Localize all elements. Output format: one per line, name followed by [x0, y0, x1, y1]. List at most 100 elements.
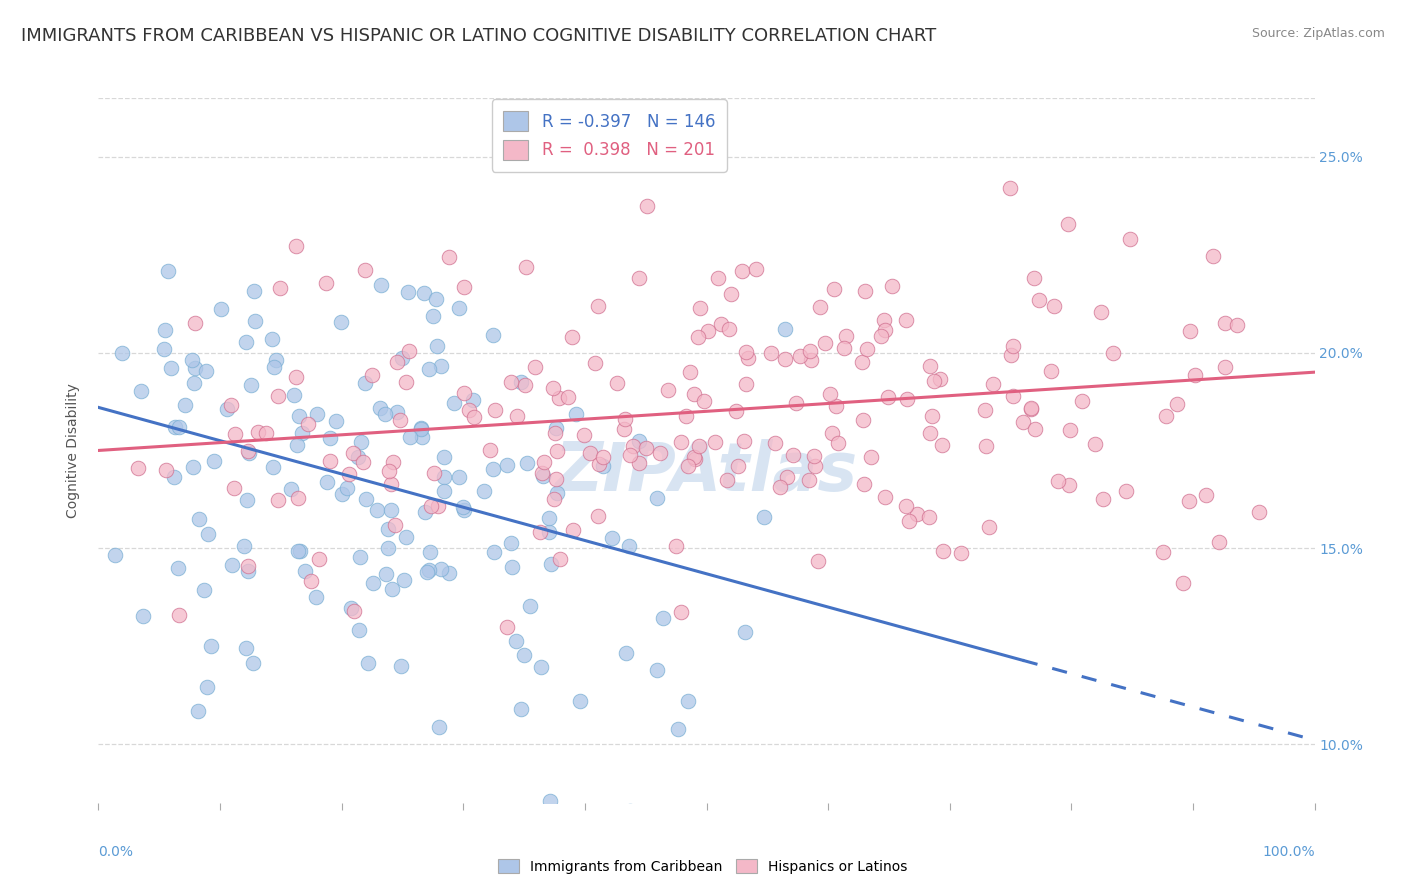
- Legend: R = -0.397   N = 146, R =  0.398   N = 201: R = -0.397 N = 146, R = 0.398 N = 201: [492, 99, 727, 172]
- Point: [287, 409, 309, 423]
- Point: [356, 491, 378, 506]
- Point: [385, 405, 408, 419]
- Point: [546, 444, 568, 458]
- Point: [835, 329, 858, 343]
- Point: [180, 352, 202, 367]
- Point: [804, 458, 827, 473]
- Point: [453, 386, 475, 401]
- Point: [236, 492, 259, 507]
- Point: [430, 359, 453, 373]
- Point: [111, 346, 134, 360]
- Point: [262, 332, 284, 346]
- Point: [332, 487, 354, 501]
- Point: [235, 334, 257, 349]
- Point: [433, 483, 456, 498]
- Point: [530, 660, 553, 674]
- Point: [745, 262, 768, 277]
- Point: [347, 450, 370, 464]
- Point: [875, 491, 897, 505]
- Point: [645, 491, 668, 505]
- Point: [163, 470, 186, 484]
- Point: [650, 446, 672, 460]
- Point: [652, 611, 675, 625]
- Point: [285, 438, 308, 452]
- Legend: Immigrants from Caribbean, Hispanics or Latinos: Immigrants from Caribbean, Hispanics or …: [491, 852, 915, 880]
- Point: [127, 460, 149, 475]
- Point: [183, 376, 205, 391]
- Point: [782, 449, 804, 463]
- Point: [184, 360, 207, 375]
- Point: [353, 376, 375, 391]
- Point: [807, 554, 830, 568]
- Point: [897, 514, 920, 528]
- Point: [592, 450, 614, 465]
- Point: [443, 395, 465, 409]
- Point: [718, 322, 741, 336]
- Point: [264, 353, 287, 368]
- Text: ZIPAtlas: ZIPAtlas: [555, 439, 858, 505]
- Point: [737, 351, 759, 365]
- Point: [409, 420, 432, 434]
- Point: [242, 284, 264, 298]
- Point: [852, 413, 875, 427]
- Point: [1019, 401, 1042, 416]
- Point: [409, 422, 432, 436]
- Point: [583, 356, 606, 370]
- Point: [688, 439, 710, 453]
- Point: [449, 301, 471, 315]
- Point: [221, 558, 243, 573]
- Point: [873, 323, 896, 337]
- Point: [657, 383, 679, 397]
- Point: [814, 335, 837, 350]
- Text: Source: ZipAtlas.com: Source: ZipAtlas.com: [1251, 27, 1385, 40]
- Point: [395, 376, 418, 390]
- Point: [1059, 477, 1081, 491]
- Point: [375, 566, 398, 581]
- Point: [1059, 423, 1081, 437]
- Point: [931, 438, 953, 452]
- Point: [799, 343, 821, 358]
- Point: [384, 517, 406, 532]
- Point: [572, 428, 595, 442]
- Point: [437, 566, 460, 581]
- Point: [366, 503, 388, 517]
- Point: [202, 454, 225, 468]
- Point: [614, 646, 637, 660]
- Point: [219, 397, 242, 411]
- Point: [823, 282, 845, 296]
- Point: [153, 342, 176, 356]
- Point: [238, 446, 260, 460]
- Point: [543, 381, 565, 395]
- Point: [242, 657, 264, 671]
- Point: [160, 361, 183, 376]
- Point: [352, 455, 374, 469]
- Point: [501, 560, 523, 574]
- Point: [707, 270, 730, 285]
- Point: [104, 549, 127, 563]
- Point: [619, 539, 641, 553]
- Point: [287, 491, 309, 505]
- Point: [505, 633, 527, 648]
- Point: [763, 436, 786, 450]
- Point: [245, 314, 267, 328]
- Point: [920, 359, 942, 373]
- Point: [254, 425, 277, 440]
- Point: [800, 353, 823, 368]
- Point: [1070, 394, 1092, 409]
- Point: [870, 329, 893, 343]
- Point: [824, 399, 846, 413]
- Point: [932, 543, 955, 558]
- Point: [981, 376, 1004, 391]
- Point: [396, 285, 419, 299]
- Point: [519, 599, 541, 614]
- Point: [731, 264, 754, 278]
- Point: [224, 426, 246, 441]
- Point: [693, 394, 716, 409]
- Point: [613, 422, 636, 436]
- Point: [619, 448, 641, 462]
- Point: [451, 500, 474, 515]
- Point: [236, 564, 259, 578]
- Point: [461, 392, 484, 407]
- Point: [568, 694, 591, 708]
- Point: [370, 278, 392, 293]
